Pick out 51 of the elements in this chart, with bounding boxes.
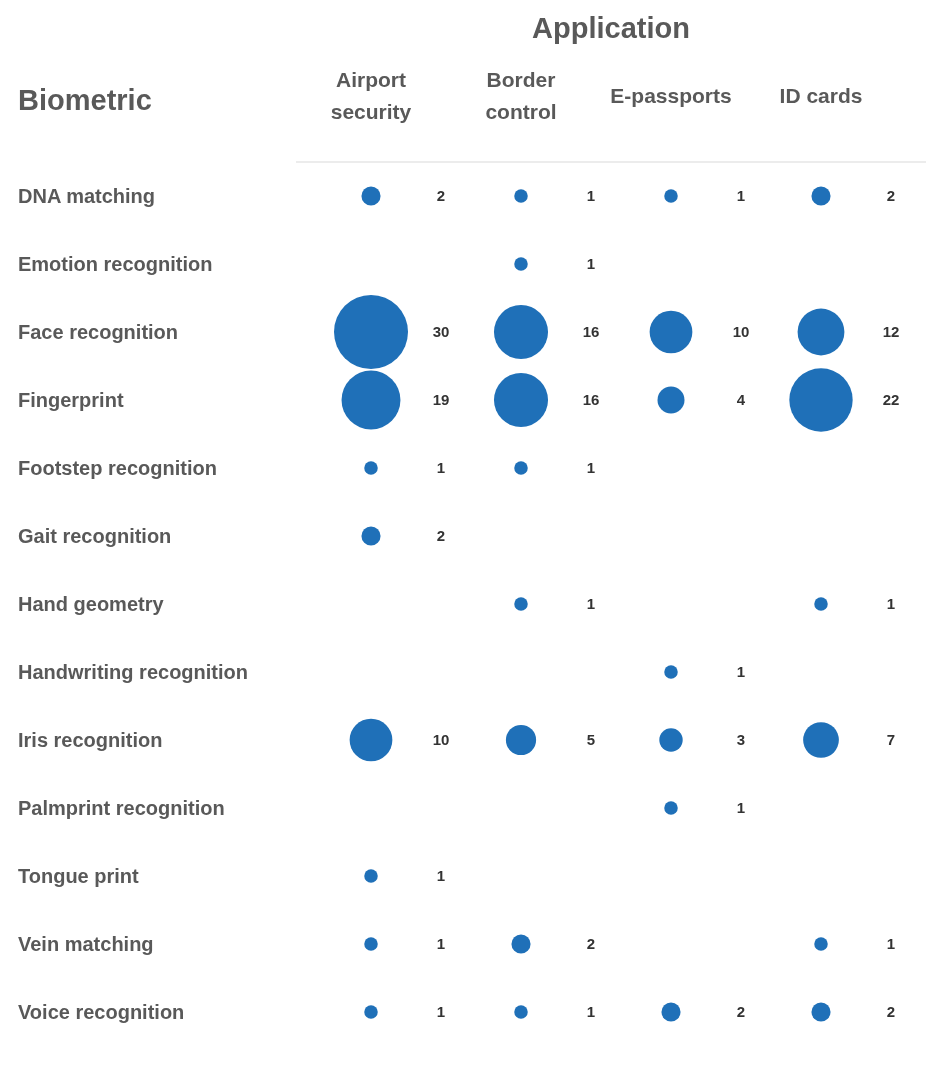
data-label: 1: [436, 935, 446, 952]
data-label: 1: [586, 595, 596, 612]
data-label: 2: [436, 527, 446, 544]
x-tick-label: ID cards: [779, 84, 863, 107]
x-axis-title: Application: [531, 12, 691, 45]
y-tick-label: Emotion recognition: [18, 253, 213, 275]
y-tick-label: Fingerprint: [18, 389, 124, 411]
y-axis-title: Biometric: [18, 84, 152, 117]
data-label: 19: [432, 391, 450, 408]
x-tick-label: Airport security: [330, 68, 412, 123]
y-tick-label: Iris recognition: [18, 729, 163, 751]
y-tick-label: Gait recognition: [18, 525, 172, 547]
data-label: 1: [736, 799, 746, 816]
y-tick-label: Footstep recognition: [18, 457, 217, 479]
data-label: 12: [882, 323, 900, 340]
data-label: 5: [586, 731, 596, 748]
data-label: 4: [736, 391, 746, 408]
y-tick-label: DNA matching: [18, 185, 156, 207]
data-label: 2: [886, 1003, 896, 1020]
y-tick-label: Handwriting recognition: [18, 661, 248, 683]
data-label: 10: [732, 323, 750, 340]
y-tick-label: Palmprint recognition: [18, 797, 225, 819]
data-label: 10: [432, 731, 450, 748]
data-label: 1: [586, 1003, 596, 1020]
y-tick-label: Vein matching: [18, 933, 154, 955]
data-label: 1: [586, 187, 596, 204]
y-tick-label: Face recognition: [18, 321, 179, 343]
data-label: 1: [736, 187, 746, 204]
data-label: 1: [436, 1003, 446, 1020]
data-label: 1: [586, 255, 596, 272]
data-label: 16: [582, 323, 600, 340]
x-tick-label: E-passports: [610, 84, 732, 107]
data-label: 3: [736, 731, 746, 748]
y-tick-label: Tongue print: [18, 865, 140, 887]
data-label: 2: [736, 1003, 746, 1020]
data-label: 1: [886, 595, 896, 612]
data-label: 1: [586, 459, 596, 476]
data-label: 1: [436, 459, 446, 476]
y-tick-label: Voice recognition: [18, 1001, 185, 1023]
data-label: 30: [432, 323, 450, 340]
data-label: 22: [882, 391, 900, 408]
x-tick-label: Border control: [485, 68, 557, 123]
data-label: 2: [436, 187, 446, 204]
y-tick-label: Hand geometry: [18, 593, 165, 615]
data-label: 1: [736, 663, 746, 680]
data-label: 1: [436, 867, 446, 884]
data-label: 7: [886, 731, 896, 748]
data-label: 1: [886, 935, 896, 952]
data-label: 16: [582, 391, 600, 408]
data-label: 2: [586, 935, 596, 952]
data-label: 2: [886, 187, 896, 204]
